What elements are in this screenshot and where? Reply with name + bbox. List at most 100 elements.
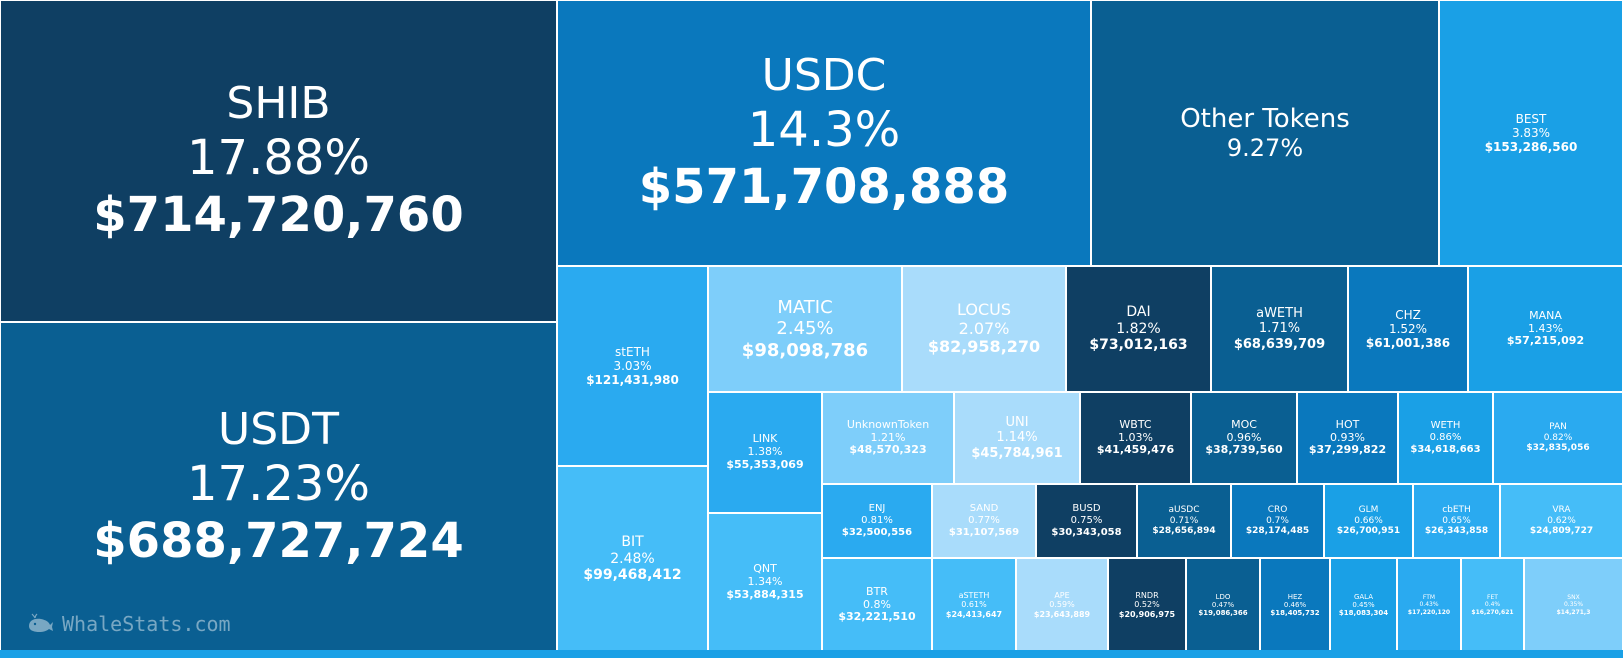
tile-rndr[interactable]: RNDR 0.52% $20,906,975 bbox=[1108, 558, 1186, 652]
tile-percent: 0.43% bbox=[1419, 601, 1439, 609]
tile-name: BUSD bbox=[1072, 503, 1101, 515]
tile-value: $41,459,476 bbox=[1096, 443, 1175, 457]
tile-moc[interactable]: MOC 0.96% $38,739,560 bbox=[1191, 392, 1297, 484]
tile-percent: 0.82% bbox=[1543, 432, 1573, 443]
tile-cro[interactable]: CRO 0.7% $28,174,485 bbox=[1231, 484, 1324, 558]
tile-name: HEZ bbox=[1287, 592, 1303, 601]
tile-percent: 0.65% bbox=[1442, 515, 1471, 526]
tile-percent: 3.03% bbox=[613, 358, 652, 373]
tile-link[interactable]: LINK 1.38% $55,353,069 bbox=[708, 392, 822, 513]
tile-percent: 0.47% bbox=[1211, 600, 1235, 609]
tile-percent: 0.7% bbox=[1266, 515, 1289, 526]
tile-cbeth[interactable]: cbETH 0.65% $26,343,858 bbox=[1413, 484, 1500, 558]
tile-shib[interactable]: SHIB 17.88% $714,720,760 bbox=[0, 0, 557, 322]
tile-asteth[interactable]: aSTETH 0.61% $24,413,647 bbox=[932, 558, 1016, 652]
tile-wbtc[interactable]: WBTC 1.03% $41,459,476 bbox=[1080, 392, 1191, 484]
tile-value: $68,639,709 bbox=[1233, 336, 1326, 352]
tile-enj[interactable]: ENJ 0.81% $32,500,556 bbox=[822, 484, 932, 558]
tile-qnt[interactable]: QNT 1.34% $53,884,315 bbox=[708, 513, 822, 652]
tile-matic[interactable]: MATIC 2.45% $98,098,786 bbox=[708, 266, 902, 392]
tile-dai[interactable]: DAI 1.82% $73,012,163 bbox=[1066, 266, 1211, 392]
tile-name: WBTC bbox=[1119, 417, 1152, 431]
tile-value: $53,884,315 bbox=[726, 587, 804, 601]
tile-ldo[interactable]: LDO 0.47% $19,086,366 bbox=[1186, 558, 1260, 652]
tile-name: USDC bbox=[761, 50, 887, 102]
tile-steth[interactable]: stETH 3.03% $121,431,980 bbox=[557, 266, 708, 466]
tile-chz[interactable]: CHZ 1.52% $61,001,386 bbox=[1348, 266, 1468, 392]
tile-value: $34,618,663 bbox=[1410, 443, 1481, 455]
tile-percent: 0.45% bbox=[1352, 600, 1375, 609]
tile-value: $98,098,786 bbox=[741, 339, 869, 361]
tile-value: $73,012,163 bbox=[1089, 337, 1188, 354]
tile-value: $18,083,304 bbox=[1338, 609, 1389, 618]
tile-name: UNI bbox=[1005, 415, 1029, 430]
tile-name: BEST bbox=[1515, 111, 1547, 126]
tile-value: $32,835,056 bbox=[1526, 443, 1590, 454]
tile-fet[interactable]: FET 0.4% $16,270,621 bbox=[1461, 558, 1524, 652]
tile-percent: 1.52% bbox=[1388, 321, 1428, 336]
tile-value: $45,784,961 bbox=[971, 445, 1063, 461]
tile-value: $61,001,386 bbox=[1365, 336, 1451, 351]
tile-percent: 0.71% bbox=[1169, 515, 1199, 526]
tile-percent: 0.86% bbox=[1429, 432, 1462, 444]
tile-aweth[interactable]: aWETH 1.71% $68,639,709 bbox=[1211, 266, 1348, 392]
tile-percent: 0.93% bbox=[1330, 430, 1365, 444]
tile-value: $38,739,560 bbox=[1205, 443, 1283, 457]
tile-ape[interactable]: APE 0.59% $23,643,889 bbox=[1016, 558, 1108, 652]
tile-percent: 0.8% bbox=[863, 597, 891, 611]
tile-name: Other Tokens bbox=[1180, 103, 1350, 134]
tile-percent: 0.52% bbox=[1134, 600, 1160, 610]
tile-percent: 9.27% bbox=[1226, 134, 1304, 163]
tile-value: $31,107,569 bbox=[948, 526, 1020, 538]
tile-name: BIT bbox=[621, 534, 644, 551]
tile-value: $32,500,556 bbox=[841, 526, 913, 538]
tile-name: SNX bbox=[1567, 594, 1580, 602]
tile-ftm[interactable]: FTM 0.43% $17,220,120 bbox=[1397, 558, 1461, 652]
tile-btr[interactable]: BTR 0.8% $32,221,510 bbox=[822, 558, 932, 652]
tile-uni[interactable]: UNI 1.14% $45,784,961 bbox=[954, 392, 1080, 484]
tile-value: $48,570,323 bbox=[849, 443, 927, 457]
tile-locus[interactable]: LOCUS 2.07% $82,958,270 bbox=[902, 266, 1066, 392]
tile-sand[interactable]: SAND 0.77% $31,107,569 bbox=[932, 484, 1036, 558]
tile-value: $28,656,894 bbox=[1152, 526, 1216, 537]
tile-other-tokens[interactable]: Other Tokens 9.27% bbox=[1091, 0, 1439, 266]
tile-ausdc[interactable]: aUSDC 0.71% $28,656,894 bbox=[1137, 484, 1231, 558]
watermark: WhaleStats.com bbox=[26, 612, 231, 636]
tile-percent: 0.77% bbox=[968, 515, 1000, 527]
tile-unknowntoken[interactable]: UnknownToken 1.21% $48,570,323 bbox=[822, 392, 954, 484]
tile-value: $18,405,732 bbox=[1270, 609, 1320, 618]
tile-bit[interactable]: BIT 2.48% $99,468,412 bbox=[557, 466, 708, 652]
tile-best[interactable]: BEST 3.83% $153,286,560 bbox=[1439, 0, 1623, 266]
tile-percent: 1.14% bbox=[996, 430, 1038, 446]
tile-name: LINK bbox=[752, 432, 778, 446]
tile-name: LDO bbox=[1215, 592, 1231, 601]
tile-glm[interactable]: GLM 0.66% $26,700,951 bbox=[1324, 484, 1413, 558]
tile-weth[interactable]: WETH 0.86% $34,618,663 bbox=[1398, 392, 1493, 484]
tile-vra[interactable]: VRA 0.62% $24,809,727 bbox=[1500, 484, 1623, 558]
tile-hez[interactable]: HEZ 0.46% $18,405,732 bbox=[1260, 558, 1330, 652]
tile-busd[interactable]: BUSD 0.75% $30,343,058 bbox=[1036, 484, 1137, 558]
tile-hot[interactable]: HOT 0.93% $37,299,822 bbox=[1297, 392, 1398, 484]
tile-snx[interactable]: SNX 0.35% $14,271,3 bbox=[1524, 558, 1623, 652]
tile-value: $32,221,510 bbox=[838, 610, 916, 624]
tile-usdc[interactable]: USDC 14.3% $571,708,888 bbox=[557, 0, 1091, 266]
tile-percent: 2.48% bbox=[610, 550, 655, 567]
tile-percent: 0.4% bbox=[1484, 601, 1501, 609]
tile-gala[interactable]: GALA 0.45% $18,083,304 bbox=[1330, 558, 1397, 652]
tile-name: CHZ bbox=[1395, 307, 1421, 322]
tile-usdt[interactable]: USDT 17.23% $688,727,724 bbox=[0, 322, 557, 652]
tile-name: GLM bbox=[1358, 505, 1379, 516]
tile-percent: 1.38% bbox=[747, 445, 783, 459]
tile-mana[interactable]: MANA 1.43% $57,215,092 bbox=[1468, 266, 1623, 392]
tile-percent: 3.83% bbox=[1511, 125, 1551, 140]
tile-value: $20,906,975 bbox=[1118, 609, 1176, 619]
tile-value: $57,215,092 bbox=[1506, 334, 1585, 348]
tile-percent: 17.23% bbox=[186, 456, 371, 513]
tile-percent: 1.34% bbox=[747, 575, 783, 589]
tile-pan[interactable]: PAN 0.82% $32,835,056 bbox=[1493, 392, 1623, 484]
tile-percent: 2.45% bbox=[776, 318, 834, 340]
tile-percent: 0.59% bbox=[1049, 600, 1075, 610]
tile-name: BTR bbox=[866, 584, 888, 598]
tile-value: $28,174,485 bbox=[1245, 526, 1310, 537]
tile-value: $23,643,889 bbox=[1033, 609, 1091, 619]
